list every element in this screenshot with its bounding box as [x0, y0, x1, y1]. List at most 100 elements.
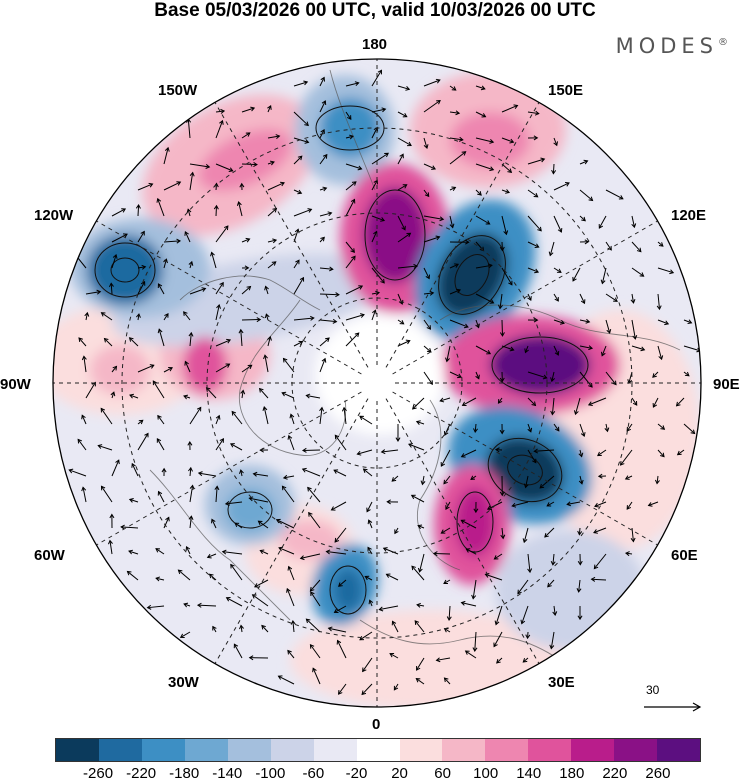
- wind-vector: [157, 414, 165, 425]
- wind-vector: [475, 371, 480, 380]
- wind-vector: [605, 319, 612, 334]
- wind-vector: [579, 371, 593, 388]
- wind-vector: [345, 313, 365, 321]
- wind-vector: [287, 565, 295, 581]
- colorbar-swatch: [442, 739, 486, 761]
- wind-vector: [395, 423, 401, 442]
- wind-vector: [397, 263, 419, 269]
- wind-vector: [371, 152, 390, 165]
- label-30e: 30E: [548, 674, 575, 691]
- wind-vector: [576, 579, 582, 593]
- wind-vector: [579, 215, 586, 222]
- wind-vector: [553, 319, 565, 325]
- colorbar-tick-label: -100: [255, 765, 286, 782]
- wind-vector: [77, 438, 87, 451]
- wind-vector: [600, 267, 607, 285]
- wind-vector: [597, 449, 607, 457]
- map-title: Base 05/03/2026 00 UTC, valid 10/03/2026…: [154, 0, 596, 21]
- wind-vector: [550, 371, 555, 383]
- wind-vector: [423, 215, 445, 222]
- wind-vector: [137, 432, 149, 451]
- wind-vector: [494, 447, 503, 453]
- wind-vector: [215, 281, 224, 295]
- label-180: 180: [362, 36, 388, 53]
- wind-vector: [371, 309, 377, 321]
- wind-vector: [327, 626, 347, 633]
- wind-vector: [440, 527, 451, 534]
- meridian-line: [214, 398, 369, 664]
- wind-vector: [241, 364, 253, 373]
- wind-vector: [188, 515, 194, 529]
- wind-vector: [572, 267, 581, 282]
- wind-vector: [196, 602, 217, 608]
- wind-vector: [397, 184, 408, 191]
- wind-vector: [334, 527, 347, 543]
- wind-vector: [224, 501, 243, 506]
- wind-vector: [416, 657, 425, 671]
- wind-vector: [460, 449, 477, 458]
- wind-vector: [544, 527, 555, 538]
- wind-vector: [472, 631, 478, 653]
- wind-vector: [501, 345, 515, 352]
- wind-vector: [259, 549, 269, 555]
- wind-vector: [499, 319, 505, 337]
- wind-vector: [137, 230, 145, 243]
- wind-vector: [577, 553, 583, 566]
- wind-vector: [111, 208, 127, 217]
- wind-vector: [594, 501, 607, 508]
- wind-vector: [225, 597, 243, 607]
- wind-vector: [330, 501, 347, 511]
- colorbar-swatch: [313, 739, 357, 761]
- wind-vector: [85, 381, 96, 399]
- colorbar-tick-label: 20: [391, 765, 408, 782]
- wind-vector: [657, 345, 664, 361]
- colorbar-swatch: [356, 739, 400, 761]
- wind-vector: [319, 266, 334, 272]
- latitude-circle: [121, 127, 633, 639]
- wind-vector: [212, 625, 217, 633]
- colorbar-tick-label: -140: [212, 765, 243, 782]
- height-contours: [94, 105, 589, 615]
- wind-vector: [287, 434, 295, 451]
- wind-vector: [100, 312, 113, 321]
- wind-vector: [362, 468, 373, 477]
- wind-vector: [550, 553, 556, 566]
- wind-vector: [587, 397, 607, 407]
- wind-vector: [499, 423, 505, 435]
- wind-vector: [631, 345, 646, 352]
- colorbar-swatch: [528, 739, 572, 761]
- colorbar-tick-label: -180: [169, 765, 200, 782]
- wind-vector: [539, 475, 555, 489]
- wind-vector: [393, 683, 399, 691]
- gulf-of-alaska-high-core: [198, 129, 292, 191]
- registered-mark: ®: [718, 37, 728, 48]
- colorbar-tick-label: -260: [83, 765, 114, 782]
- wind-vector: [380, 449, 399, 455]
- wind-vector: [553, 215, 563, 233]
- wind-vector: [410, 494, 425, 503]
- wind-vector: [412, 397, 425, 410]
- wind-vector: [185, 545, 191, 555]
- graticule: [53, 59, 701, 707]
- wind-vector: [319, 357, 327, 373]
- wind-vector: [465, 548, 477, 555]
- wind-vector: [605, 189, 624, 200]
- wind-vector: [277, 675, 295, 685]
- wind-vector: [163, 366, 173, 373]
- wind-vector: [522, 657, 529, 663]
- wind-vector: [293, 259, 300, 269]
- wind-vector: [435, 657, 451, 663]
- wind-vector: [386, 499, 399, 505]
- wind-vector: [299, 553, 321, 561]
- wind-vector: [215, 163, 234, 172]
- wind-vector: [305, 393, 321, 399]
- contour-ring: [491, 336, 589, 394]
- colorbar-tick-label: -20: [345, 765, 368, 782]
- wind-vector: [356, 449, 373, 456]
- wind-vector: [286, 587, 295, 607]
- wind-vector: [553, 267, 562, 273]
- wind-vector: [163, 181, 182, 191]
- wind-vector: [333, 469, 347, 477]
- wind-vector: [241, 237, 251, 243]
